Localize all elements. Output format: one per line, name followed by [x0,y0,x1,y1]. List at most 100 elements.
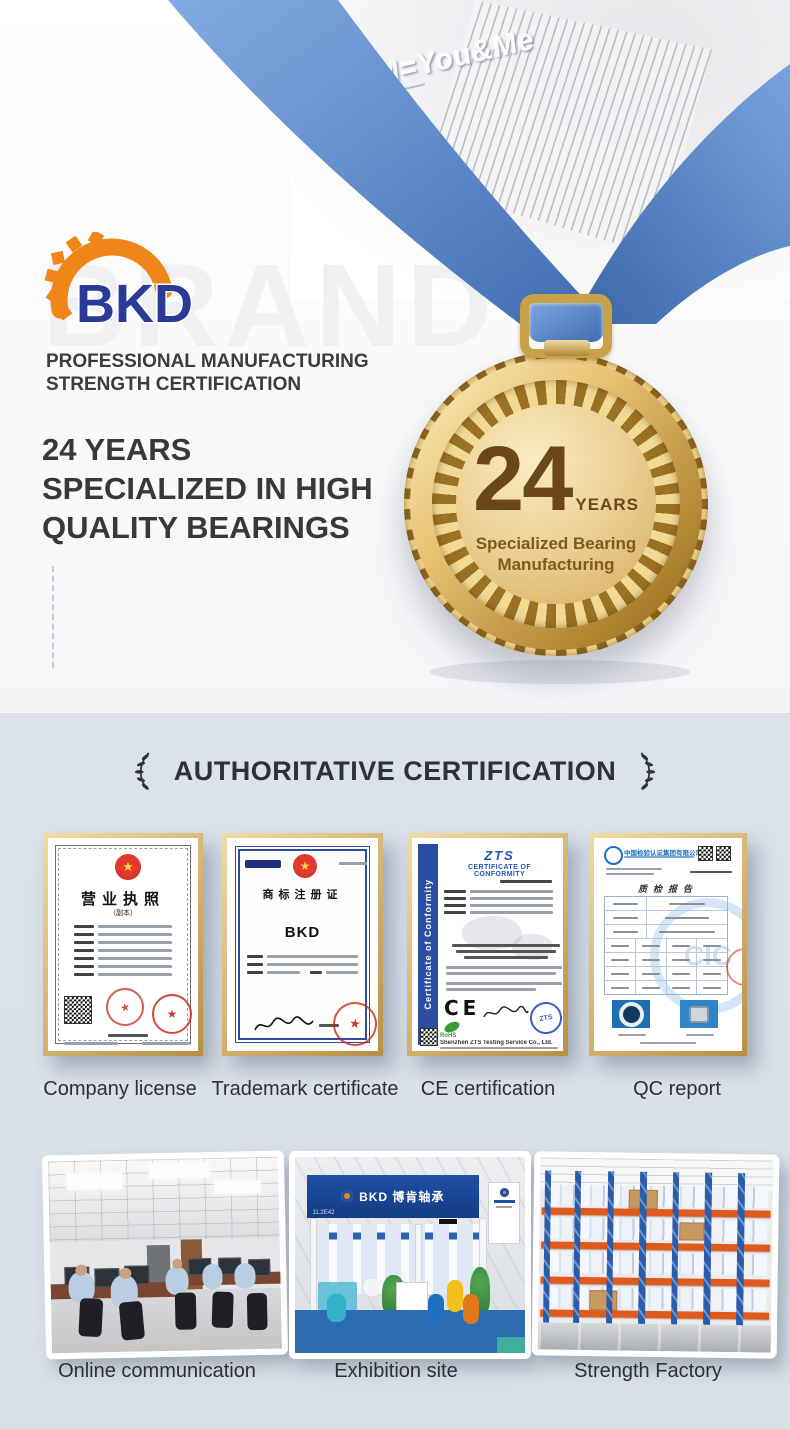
display-counter [396,1282,429,1312]
rohs-leaf-icon [444,1021,460,1033]
table-row [605,953,727,967]
photo-strength-factory [531,1151,780,1359]
section-heading: AUTHORITATIVE CERTIFICATION [0,748,790,794]
text-line [446,972,556,975]
signature [483,1005,529,1018]
kicker-line1: PROFESSIONAL MANUFACTURING [46,351,369,372]
rohs-label: RoHS [440,1033,457,1039]
text-line [108,1034,148,1037]
gold-medal: 24 YEARS Specialized Bearing Manufacturi… [404,352,708,656]
table-row [605,897,727,911]
person [234,1262,256,1289]
office-chair [246,1293,268,1331]
qc-table [604,896,728,995]
text-line [452,944,560,947]
trademark-title: 商标注册证 [262,888,343,901]
zts-stamp-icon: ZTS [527,999,563,1037]
office-chair [118,1300,146,1342]
license-subtitle: （副本） [109,909,137,917]
person [165,1266,189,1296]
ce-doc-title: CERTIFICATE OF CONFORMITY [467,864,532,878]
trademark-office-logo [245,860,281,868]
certificate-paper: ★ 营业执照 （副本） ★ ★ [48,838,198,1051]
medal-number-row: 24 YEARS [473,433,639,525]
text-row [444,890,553,893]
table-row [605,939,727,953]
text-row [247,963,358,966]
text-row [74,957,172,960]
laurel-right-icon [640,752,656,790]
text-row [247,971,358,974]
qr-code [698,846,713,861]
certificate-qc-report: 中国检验认证集团有限公司 CIC 质检报告 [589,833,747,1056]
medal-hanger-knob [544,340,590,356]
cardboard-box [679,1222,705,1241]
signature [254,1016,314,1031]
license-body-lines [62,920,184,981]
caption-company-license: Company license [43,1078,197,1100]
qr-code [716,846,731,861]
bearing-icon [618,1001,644,1027]
headline-line3: QUALITY BEARINGS [42,510,350,545]
text-row [444,904,553,907]
office-chair [77,1298,103,1338]
ce-side-band: Certificate of Conformity [418,844,438,1045]
ceiling-light [149,1161,210,1179]
text-line [456,950,556,953]
text-line [339,862,367,865]
ccic-logo-icon [604,846,623,865]
blue-ribbon-graphic [168,0,790,684]
dashed-divider [52,566,54,668]
caption-trademark: Trademark certificate [211,1078,399,1100]
logo-text: BKD [76,274,193,332]
text-line [319,1024,339,1027]
text-row [444,897,553,900]
laurel-left-icon [134,752,150,790]
stool-yellow [446,1280,463,1312]
person [201,1263,224,1289]
certificate-ce: Certificate of Conformity ZTS CERTIFICAT… [407,833,568,1056]
warehouse-floor [537,1322,772,1353]
office-chair [174,1292,197,1330]
office-chair [211,1291,234,1329]
stool-teal [327,1294,346,1322]
medal-face: 24 YEARS Specialized Bearing Manufacturi… [456,404,656,604]
text-line [624,856,694,858]
text-line [493,1200,515,1204]
trademark-brand: BKD [284,924,321,941]
person-head [119,1267,131,1279]
booth-number: 11.2E42 [312,1209,335,1216]
person [364,1278,381,1297]
text-row [444,911,553,914]
aisle-strip [497,1337,525,1353]
qc-title: 质检报告 [637,885,698,895]
certificate-trademark: ★ 商标注册证 BKD ★ [222,833,383,1056]
certificate-paper: Certificate of Conformity ZTS CERTIFICAT… [412,838,563,1051]
trademark-border-inner [238,849,367,1040]
text-line [500,880,552,883]
zts-logo: ZTS [484,848,515,863]
text-row [74,925,172,928]
hero-section: UM=You&Me BRAND [0,0,790,713]
text-line [690,871,732,873]
person-head [75,1264,88,1277]
kicker-text: PROFESSIONAL MANUFACTURING STRENGTH CERT… [46,350,369,396]
booth-post [309,1217,318,1316]
booth-banner-text: BKD 博肯轴承 [359,1189,445,1204]
gear-icon [341,1190,354,1203]
medal-number: 24 [473,428,573,530]
national-emblem-icon: ★ [293,854,317,878]
booth-fascia: BKD 博肯轴承 11.2E42 [306,1174,479,1218]
ceiling-light [66,1173,123,1190]
text-row [74,949,172,952]
red-seal-icon: ★ [152,994,192,1034]
certificate-paper: ★ 商标注册证 BKD ★ [227,838,378,1051]
text-line [446,982,562,985]
stool-blue [428,1294,445,1324]
text-line [495,1206,513,1209]
bkd-logo: BKD [44,232,195,332]
qr-code [64,996,92,1024]
table-row [605,967,727,981]
text-row [74,941,172,944]
